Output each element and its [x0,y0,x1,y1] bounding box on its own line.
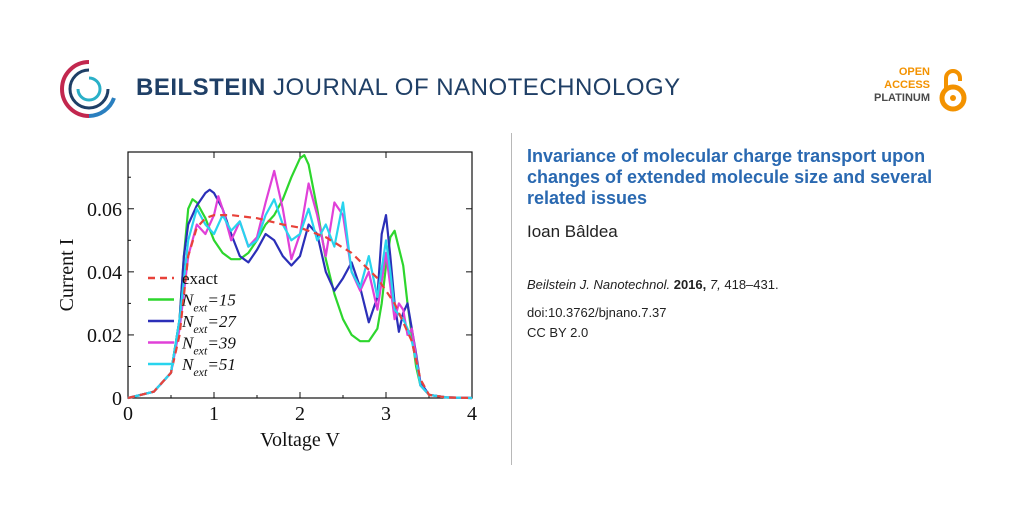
doi[interactable]: doi:10.3762/bjnano.7.37 [527,305,667,320]
legend-label: Next=27 [181,312,237,336]
citation-year: 2016, [673,277,707,292]
vertical-divider [511,133,512,465]
oa-line-open: OPEN [898,66,930,78]
x-tick-label: 1 [209,403,219,425]
y-tick-label: 0 [112,388,122,410]
series-line-next51 [127,198,473,400]
plot-frame [127,151,473,399]
open-access-label: OPEN ACCESS PLATINUM [874,66,930,105]
x-tick-label: 2 [295,403,305,425]
x-tick-label: 3 [381,403,391,425]
x-tick-label: 0 [123,403,133,425]
open-access-badge: OPEN ACCESS PLATINUM [848,66,968,114]
legend-label: Next=51 [181,355,236,379]
open-lock-icon [939,69,967,112]
oa-line-platinum: PLATINUM [873,92,930,104]
series-line-next15 [127,154,473,400]
y-tick-label: 0.06 [87,199,122,221]
article-title[interactable]: Invariance of molecular charge transport… [527,146,933,208]
y-tick-label: 0.02 [87,325,122,347]
citation-volume: 7, [709,277,721,292]
journal-name-rest: JOURNAL OF NANOTECHNOLOGY [265,74,681,101]
y-axis-label: Current I [56,239,78,312]
x-tick-label: 4 [467,403,477,425]
x-axis-label: Voltage V [260,429,340,451]
legend-label: Next=15 [181,291,236,315]
citation: Beilstein J. Nanotechnol. 2016, 7, 418–4… [527,277,779,292]
series-line-next39 [127,169,473,400]
legend-label: exact [182,269,218,288]
y-tick-label: 0.04 [87,262,122,284]
journal-name: BEILSTEIN JOURNAL OF NANOTECHNOLOGY [136,74,681,102]
oa-line-access: ACCESS [884,79,930,91]
journal-abbrev: Beilstein J. Nanotechnol. [527,277,671,292]
legend-label: Next=39 [181,334,236,358]
citation-pages: 418–431. [724,277,779,292]
article-author: Ioan Bâldea [527,222,618,241]
series-line-next27 [127,188,473,400]
journal-name-bold: BEILSTEIN [136,74,266,101]
iv-curve-chart: 0 1 2 3 4 0 0.02 0.04 0.06 Voltage V Current I exac… [56,151,477,451]
beilstein-logo-icon [60,60,116,118]
license: CC BY 2.0 [527,325,589,340]
